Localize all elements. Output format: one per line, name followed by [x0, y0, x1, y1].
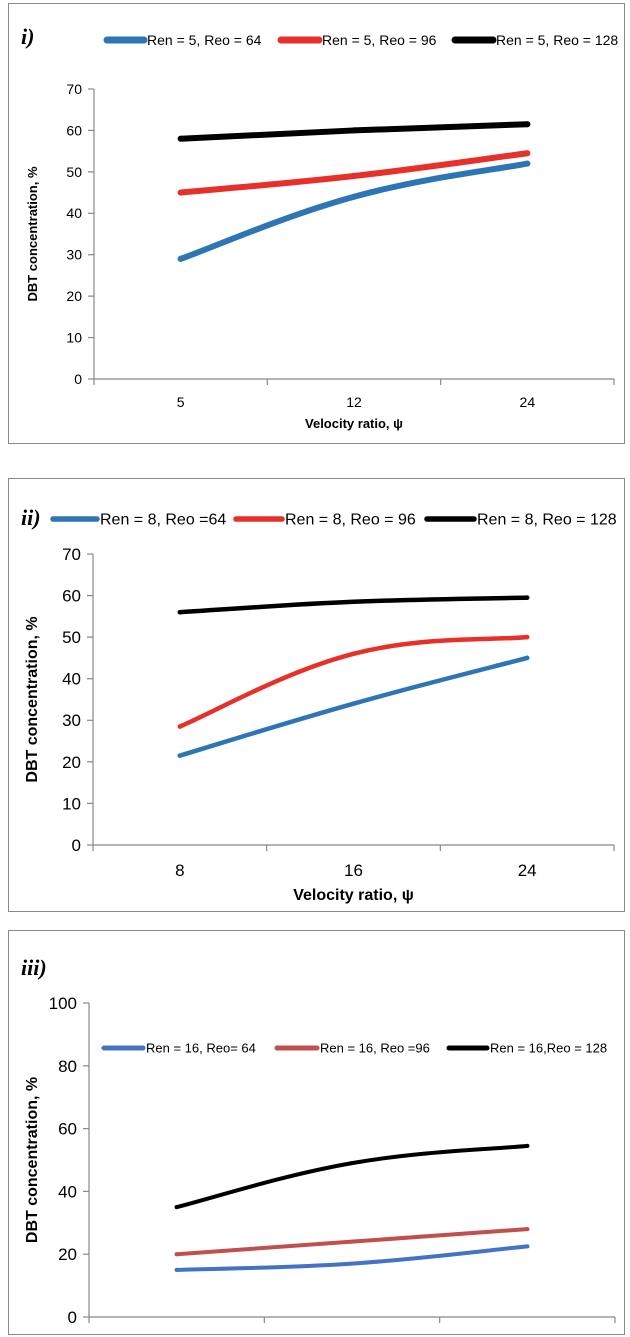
y-axis-title-2: DBT concentration, %: [24, 616, 41, 782]
data-point-2-1-1: [177, 753, 183, 758]
chart-1-svg: i) 0 10 20 30 40 50 60 70 5 12 24 Velocity ratio, ψ D…: [21, 24, 618, 431]
y-tick-label-3: 80: [58, 1057, 77, 1076]
panel-label-2: ii): [21, 505, 41, 530]
legend-label-1-2: Ren = 5, Reo = 96: [322, 32, 437, 48]
data-point-3-3-3: [525, 1143, 530, 1148]
x-tick-label-2: 24: [518, 861, 537, 880]
data-point-2-2-3: [524, 634, 530, 640]
data-point-2-2-1: [177, 724, 183, 729]
legend-label-3-2: Ren = 16, Reo =96: [320, 1041, 430, 1056]
chart-panel-1: i) 0 10 20 30 40 50 60 70 5 12 24 Velocity ratio, ψ D…: [8, 3, 625, 444]
data-point-1-1-1: [177, 255, 184, 262]
data-point-2-3-1: [177, 609, 183, 615]
y-tick-label-1: 30: [66, 247, 82, 263]
legend-label-2-1: Ren = 8, Reo =64: [100, 512, 226, 529]
x-tick-label-3: 12: [518, 1333, 537, 1336]
legend-label-1-3: Ren = 5, Reo = 128: [496, 32, 618, 48]
data-point-2-3-3: [524, 595, 530, 600]
y-axis-title-1: DBT concentration, %: [25, 166, 40, 302]
series-line-2-2: [177, 634, 530, 729]
data-point-2-2-2: [351, 651, 356, 657]
x-tick-label-3: 4: [172, 1333, 181, 1336]
y-tick-label-3: 60: [58, 1120, 77, 1139]
legend-label-1-1: Ren = 5, Reo = 64: [147, 32, 262, 48]
y-tick-label-2: 40: [62, 670, 81, 689]
data-point-3-3-1: [174, 1205, 179, 1210]
y-tick-label-2: 70: [62, 545, 81, 564]
data-point-3-2-2: [350, 1239, 354, 1244]
data-point-3-2-3: [525, 1227, 530, 1232]
data-point-1-3-1: [177, 135, 184, 142]
legend-label-3-1: Ren = 16, Reo= 64: [146, 1041, 256, 1056]
y-tick-label-2: 0: [72, 836, 81, 855]
y-axis-title-3: DBT concentration, %: [24, 1077, 41, 1243]
x-tick-label-1: 5: [177, 394, 185, 410]
data-point-1-1-3: [524, 160, 531, 167]
y-tick-label-1: 50: [66, 164, 82, 180]
data-point-1-2-3: [524, 150, 531, 157]
x-tick-label-1: 12: [346, 394, 362, 410]
y-tick-label-2: 30: [62, 711, 81, 730]
data-point-3-1-3: [525, 1244, 530, 1249]
data-point-1-2-2: [351, 173, 357, 179]
legend-label-2-2: Ren = 8, Reo = 96: [285, 512, 416, 529]
data-point-1-3-3: [524, 121, 531, 128]
y-tick-label-1: 60: [66, 122, 82, 138]
y-tick-label-3: 20: [58, 1245, 77, 1264]
data-point-3-1-2: [350, 1261, 354, 1266]
chart-panel-3: iii)0204060801004812Velocity ratio, ψDBT…: [8, 930, 625, 1336]
chart-panel-2: ii) 0 10 20 30 40 50 60 70 8 16 24 Velocity ratio, ψ…: [8, 478, 625, 912]
panel-label-3: iii): [21, 955, 47, 980]
y-tick-label-2: 10: [62, 794, 81, 813]
data-point-2-3-2: [351, 599, 356, 605]
y-tick-label-3: 100: [49, 994, 77, 1013]
data-point-1-2-1: [177, 189, 184, 196]
data-point-1-1-2: [351, 193, 357, 200]
panel-label-1: i): [21, 24, 34, 49]
y-tick-label-2: 60: [62, 587, 81, 606]
y-tick-label-1: 70: [66, 81, 82, 97]
y-tick-label-1: 0: [74, 371, 82, 387]
series-line-2-1: [177, 655, 530, 758]
chart-3-svg: iii)0204060801004812Velocity ratio, ψDBT…: [21, 955, 616, 1336]
y-tick-label-2: 20: [62, 753, 81, 772]
legend-label-3-3: Ren = 16,Reo = 128: [490, 1041, 607, 1056]
data-point-2-1-3: [524, 655, 530, 661]
x-axis-title-2: Velocity ratio, ψ: [293, 887, 414, 904]
x-tick-label-3: 8: [347, 1333, 356, 1336]
x-tick-label-2: 16: [344, 861, 363, 880]
chart-2-svg: ii) 0 10 20 30 40 50 60 70 8 16 24 Velocity ratio, ψ…: [21, 505, 617, 904]
data-point-1-3-2: [351, 127, 357, 134]
data-point-3-3-2: [350, 1161, 354, 1166]
data-point-3-2-1: [174, 1252, 179, 1257]
y-tick-label-3: 40: [58, 1182, 77, 1201]
y-tick-label-1: 20: [66, 288, 82, 304]
y-tick-label-2: 50: [62, 628, 81, 647]
legend-label-2-3: Ren = 8, Reo = 128: [477, 512, 617, 529]
y-tick-label-3: 0: [68, 1308, 77, 1327]
x-tick-label-1: 24: [520, 394, 536, 410]
series-line-3-3: [174, 1143, 530, 1210]
y-tick-label-1: 10: [66, 329, 82, 345]
y-tick-label-1: 40: [66, 205, 82, 221]
data-point-3-1-1: [174, 1267, 179, 1272]
x-axis-title-1: Velocity ratio, ψ: [305, 416, 403, 431]
x-tick-label-2: 8: [175, 861, 184, 880]
data-point-2-1-2: [351, 701, 356, 706]
